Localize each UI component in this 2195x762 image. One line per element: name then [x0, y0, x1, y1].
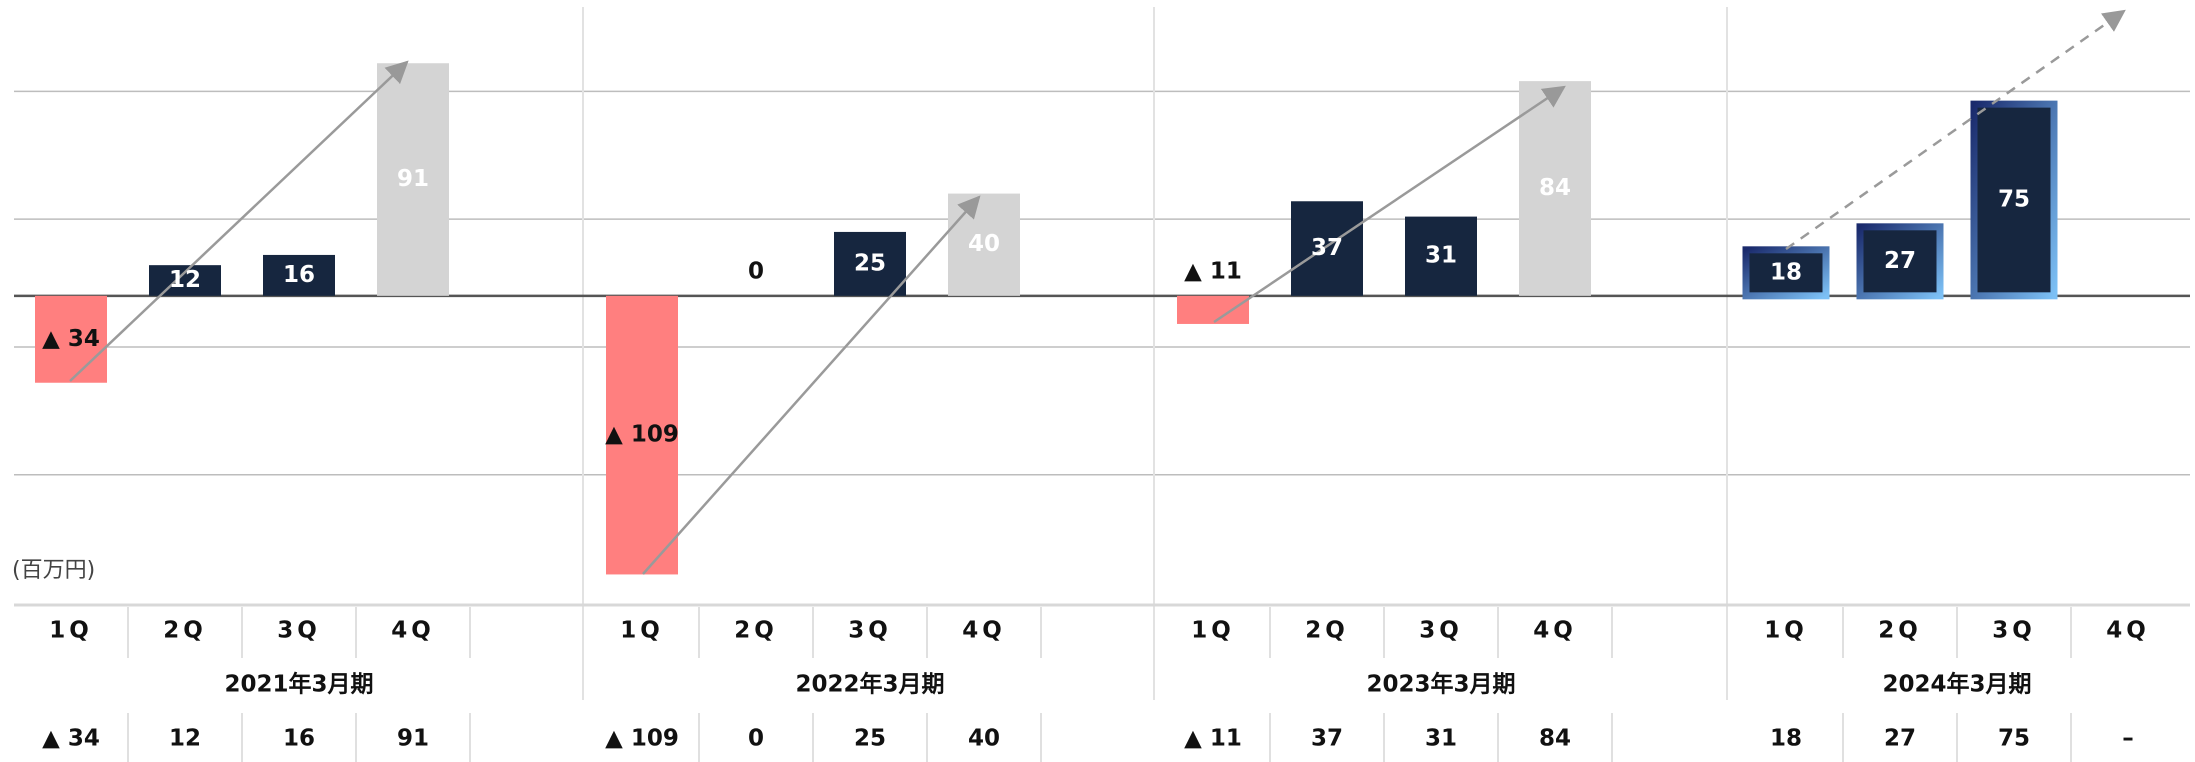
quarter-label: 2Q: [734, 618, 778, 644]
trend-arrows: [69, 9, 2126, 575]
table-value: 18: [1770, 726, 1802, 752]
table-value: 16: [283, 726, 315, 752]
quarter-label: 1Q: [1764, 618, 1808, 644]
table-value: 12: [169, 726, 201, 752]
table-value: 27: [1884, 726, 1916, 752]
bar-value-label: ▲ 34: [42, 326, 100, 352]
bar: [35, 295, 107, 383]
bar: [1856, 223, 1944, 300]
quarter-label: 4Q: [1533, 618, 1577, 644]
period-label: 2021年3月期: [224, 671, 373, 698]
bar: [1405, 216, 1477, 296]
quarter-label: 1Q: [1191, 618, 1235, 644]
quarter-label: 3Q: [1419, 618, 1463, 644]
quarter-label: 2Q: [163, 618, 207, 644]
bar: [1291, 201, 1363, 296]
bar-value-label: ▲ 11: [1184, 258, 1242, 284]
bar: [149, 265, 221, 296]
bar-value-label: 84: [1539, 175, 1571, 201]
bar: [1742, 246, 1830, 300]
bar-value-label: 12: [169, 267, 201, 293]
bar-value-label: ▲ 109: [605, 422, 679, 448]
bar: [1177, 295, 1249, 324]
table-value: ▲ 11: [1184, 726, 1242, 752]
bar: [1519, 81, 1591, 296]
bar-value-label: 75: [1998, 186, 2030, 212]
bar-value-label: 40: [968, 231, 1000, 257]
quarter-label: 3Q: [277, 618, 321, 644]
table-value: 31: [1425, 726, 1457, 752]
table-value: 0: [748, 726, 764, 752]
quarter-label: 3Q: [1992, 618, 2036, 644]
bar: [263, 254, 335, 296]
unit-label: (百万円): [12, 558, 95, 583]
table-value: 91: [397, 726, 429, 752]
bar-value-label: 16: [283, 262, 315, 288]
quarter-label: 2Q: [1305, 618, 1349, 644]
quarter-label: 3Q: [848, 618, 892, 644]
bar-value-label: 0: [748, 258, 764, 284]
bar: [377, 63, 449, 296]
table-value: 25: [854, 726, 886, 752]
trend-arrow: [1785, 9, 2126, 251]
bar: [606, 295, 678, 575]
period-label: 2024年3月期: [1882, 671, 2031, 698]
quarter-label: 1Q: [49, 618, 93, 644]
table-value: –: [2122, 726, 2134, 752]
bar-value-label: 18: [1770, 259, 1802, 285]
table-value: 75: [1998, 726, 2030, 752]
quarter-label: 1Q: [620, 618, 664, 644]
table-value: 37: [1311, 726, 1343, 752]
bar: [834, 231, 906, 296]
table-value: 40: [968, 726, 1000, 752]
table-value: 84: [1539, 726, 1571, 752]
bar-value-label: 27: [1884, 248, 1916, 274]
period-label: 2022年3月期: [795, 671, 944, 698]
table-value: ▲ 34: [42, 726, 100, 752]
quarter-label: 4Q: [2106, 618, 2150, 644]
trend-arrow: [1213, 85, 1566, 324]
quarter-label: 4Q: [962, 618, 1006, 644]
bar-value-label: 25: [854, 250, 886, 276]
bar-value-label: 37: [1311, 235, 1343, 261]
trend-arrow: [642, 195, 981, 575]
bar-value-label: 31: [1425, 243, 1457, 269]
table-value: ▲ 109: [605, 726, 679, 752]
bar-value-label: 91: [397, 166, 429, 192]
quarter-label: 4Q: [391, 618, 435, 644]
trend-arrow: [69, 60, 409, 382]
bar: [1970, 100, 2058, 300]
period-label: 2023年3月期: [1366, 671, 1515, 698]
quarter-label: 2Q: [1878, 618, 1922, 644]
